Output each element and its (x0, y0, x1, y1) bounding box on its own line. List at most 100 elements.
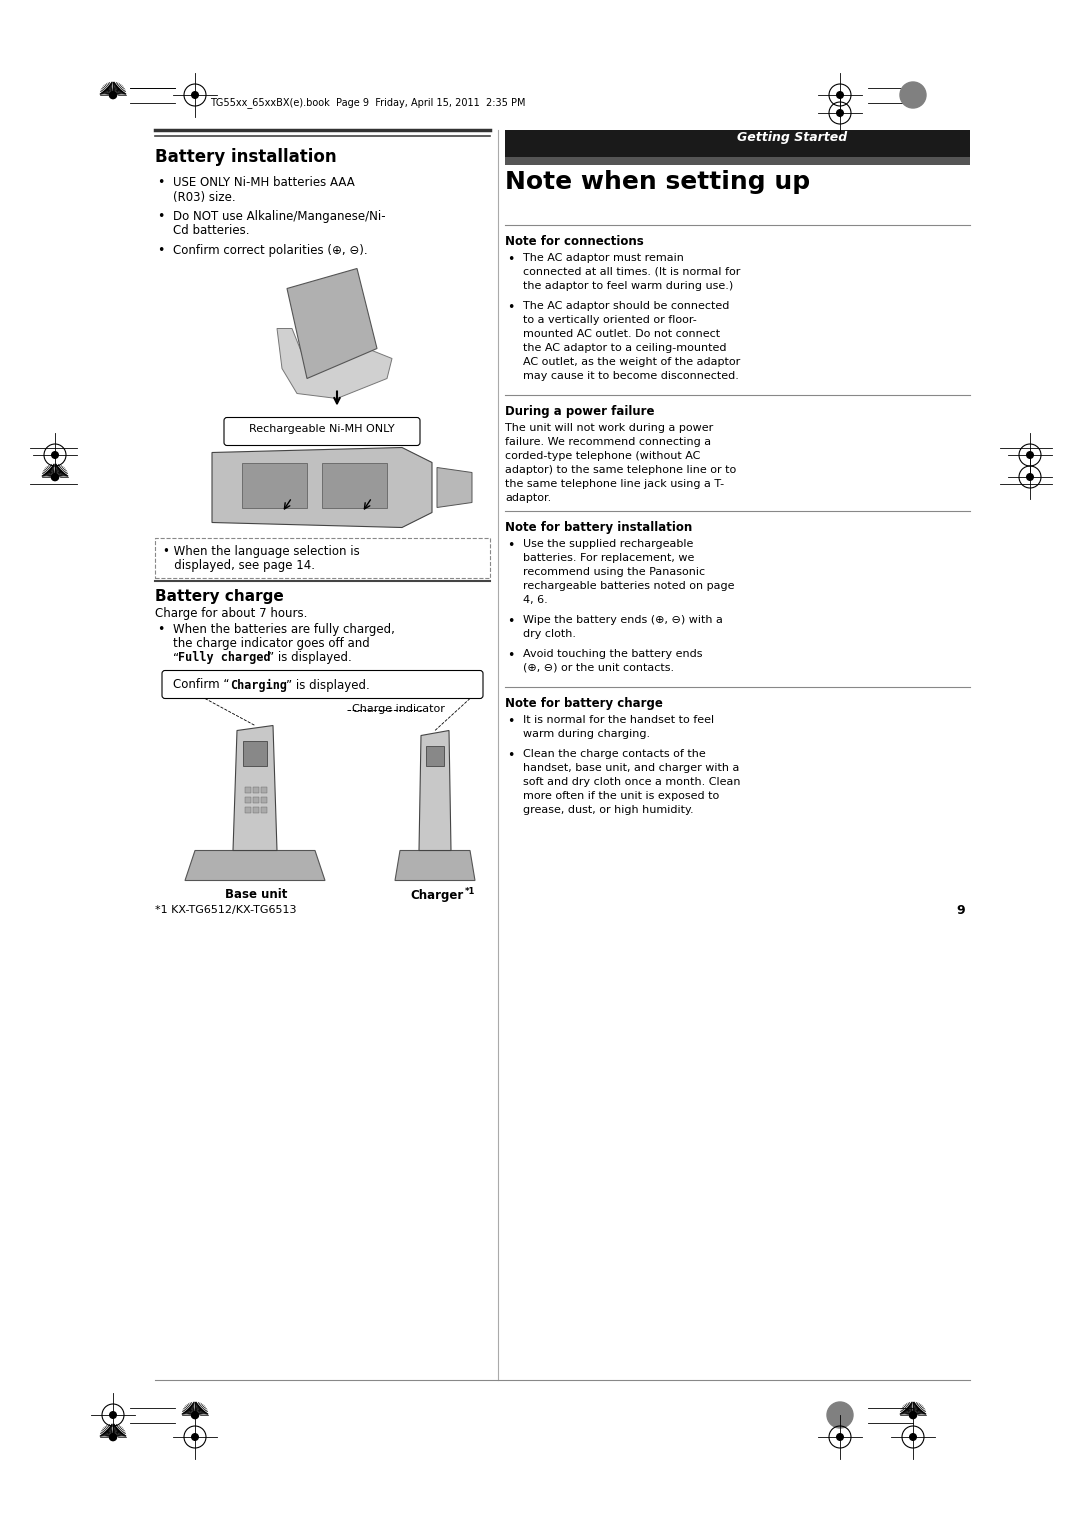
Text: ” is displayed.: ” is displayed. (286, 678, 369, 692)
Text: handset, base unit, and charger with a: handset, base unit, and charger with a (523, 762, 740, 773)
FancyBboxPatch shape (243, 741, 267, 766)
FancyBboxPatch shape (261, 807, 267, 813)
Circle shape (1027, 474, 1034, 480)
Text: USE ONLY Ni-MH batteries AAA: USE ONLY Ni-MH batteries AAA (173, 176, 354, 189)
FancyBboxPatch shape (156, 538, 490, 578)
Text: (R03) size.: (R03) size. (173, 191, 235, 203)
Text: Confirm “: Confirm “ (173, 678, 229, 692)
Text: mounted AC outlet. Do not connect: mounted AC outlet. Do not connect (523, 329, 720, 339)
Circle shape (109, 92, 117, 99)
Text: more often if the unit is exposed to: more often if the unit is exposed to (523, 792, 719, 801)
Text: dry cloth.: dry cloth. (523, 630, 576, 639)
Polygon shape (419, 730, 451, 851)
FancyBboxPatch shape (224, 417, 420, 446)
Circle shape (192, 1433, 199, 1441)
Text: •: • (157, 209, 164, 223)
Text: grease, dust, or high humidity.: grease, dust, or high humidity. (523, 805, 693, 814)
Text: •: • (157, 244, 164, 257)
Text: connected at all times. (It is normal for: connected at all times. (It is normal fo… (523, 267, 741, 277)
Text: Note for battery installation: Note for battery installation (505, 521, 692, 533)
Text: 4, 6.: 4, 6. (523, 594, 548, 605)
Text: failure. We recommend connecting a: failure. We recommend connecting a (505, 437, 711, 448)
Text: *1 KX-TG6512/KX-TG6513: *1 KX-TG6512/KX-TG6513 (156, 905, 297, 914)
Text: the AC adaptor to a ceiling-mounted: the AC adaptor to a ceiling-mounted (523, 342, 727, 353)
Text: “: “ (173, 651, 179, 665)
Text: •: • (157, 176, 164, 189)
Text: •: • (507, 301, 514, 313)
Text: the same telephone line jack using a T-: the same telephone line jack using a T- (505, 478, 724, 489)
Circle shape (837, 92, 843, 98)
Text: Charge for about 7 hours.: Charge for about 7 hours. (156, 608, 308, 620)
Text: •: • (507, 539, 514, 552)
Circle shape (52, 474, 58, 481)
FancyBboxPatch shape (162, 671, 483, 698)
Text: ” is displayed.: ” is displayed. (268, 651, 352, 665)
Text: •: • (507, 715, 514, 727)
Text: Getting Started: Getting Started (737, 131, 847, 144)
Text: adaptor.: adaptor. (505, 494, 551, 503)
FancyBboxPatch shape (505, 130, 970, 157)
Circle shape (1027, 452, 1034, 458)
Circle shape (837, 1433, 843, 1441)
Circle shape (909, 1412, 917, 1418)
Text: Battery charge: Battery charge (156, 590, 284, 605)
Circle shape (192, 92, 199, 98)
Text: Note when setting up: Note when setting up (505, 170, 810, 194)
Text: Use the supplied rechargeable: Use the supplied rechargeable (523, 539, 693, 549)
Text: adaptor) to the same telephone line or to: adaptor) to the same telephone line or t… (505, 465, 737, 475)
Text: •: • (507, 614, 514, 628)
Text: batteries. For replacement, we: batteries. For replacement, we (523, 553, 694, 562)
Text: recommend using the Panasonic: recommend using the Panasonic (523, 567, 705, 578)
Circle shape (191, 1412, 199, 1418)
Polygon shape (287, 269, 377, 379)
Text: Note for battery charge: Note for battery charge (505, 697, 663, 711)
Circle shape (110, 1412, 117, 1418)
FancyBboxPatch shape (426, 746, 444, 766)
Text: soft and dry cloth once a month. Clean: soft and dry cloth once a month. Clean (523, 778, 741, 787)
Circle shape (109, 1433, 117, 1441)
Polygon shape (395, 851, 475, 880)
Text: the adaptor to feel warm during use.): the adaptor to feel warm during use.) (523, 281, 733, 290)
FancyBboxPatch shape (245, 807, 251, 813)
Text: Wipe the battery ends (⊕, ⊖) with a: Wipe the battery ends (⊕, ⊖) with a (523, 614, 723, 625)
Circle shape (909, 1433, 916, 1441)
Text: It is normal for the handset to feel: It is normal for the handset to feel (523, 715, 714, 724)
Polygon shape (276, 329, 392, 399)
Text: rechargeable batteries noted on page: rechargeable batteries noted on page (523, 581, 734, 591)
Text: Do NOT use Alkaline/Manganese/Ni-: Do NOT use Alkaline/Manganese/Ni- (173, 209, 386, 223)
Text: •: • (157, 623, 164, 637)
Text: Charger: Charger (410, 888, 463, 902)
Text: may cause it to become disconnected.: may cause it to become disconnected. (523, 371, 739, 380)
Text: Battery installation: Battery installation (156, 148, 337, 167)
Text: •: • (507, 254, 514, 266)
Text: corded-type telephone (without AC: corded-type telephone (without AC (505, 451, 700, 461)
Text: • When the language selection is: • When the language selection is (163, 544, 360, 558)
Text: (⊕, ⊖) or the unit contacts.: (⊕, ⊖) or the unit contacts. (523, 663, 674, 672)
Text: warm during charging.: warm during charging. (523, 729, 650, 740)
Text: •: • (507, 749, 514, 762)
Circle shape (52, 452, 58, 458)
Polygon shape (233, 726, 276, 851)
Text: Charge indicator: Charge indicator (352, 703, 445, 714)
Text: AC outlet, as the weight of the adaptor: AC outlet, as the weight of the adaptor (523, 358, 740, 367)
Text: the charge indicator goes off and: the charge indicator goes off and (173, 637, 369, 651)
Text: to a vertically oriented or floor-: to a vertically oriented or floor- (523, 315, 697, 325)
FancyBboxPatch shape (253, 787, 259, 793)
Text: Charging: Charging (230, 678, 287, 692)
Circle shape (827, 1403, 853, 1429)
Text: TG55xx_65xxBX(e).book  Page 9  Friday, April 15, 2011  2:35 PM: TG55xx_65xxBX(e).book Page 9 Friday, Apr… (210, 96, 526, 108)
Text: Rechargeable Ni-MH ONLY: Rechargeable Ni-MH ONLY (249, 425, 395, 434)
FancyBboxPatch shape (253, 796, 259, 802)
Text: Fully charged: Fully charged (178, 651, 271, 665)
FancyBboxPatch shape (505, 157, 970, 165)
FancyBboxPatch shape (261, 787, 267, 793)
Text: 9: 9 (957, 905, 966, 917)
Text: During a power failure: During a power failure (505, 405, 654, 419)
Text: Cd batteries.: Cd batteries. (173, 225, 249, 237)
Text: Clean the charge contacts of the: Clean the charge contacts of the (523, 749, 705, 759)
Text: •: • (507, 649, 514, 662)
FancyBboxPatch shape (245, 787, 251, 793)
Text: Confirm correct polarities (⊕, ⊖).: Confirm correct polarities (⊕, ⊖). (173, 244, 367, 257)
Polygon shape (185, 851, 325, 880)
FancyBboxPatch shape (322, 463, 387, 507)
